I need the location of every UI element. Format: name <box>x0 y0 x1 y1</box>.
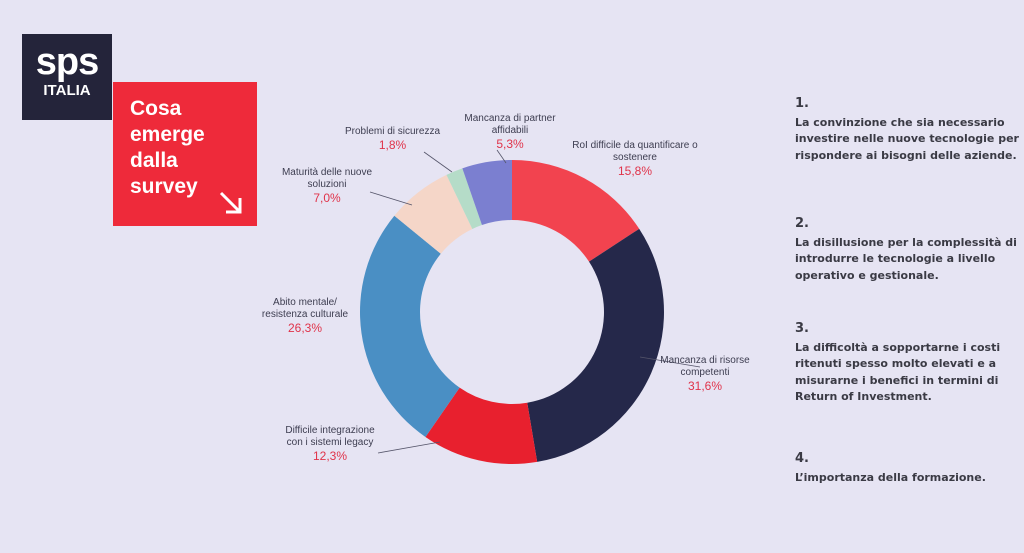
title-box: Cosa emerge dalla survey <box>113 82 257 226</box>
label-text: Problemi di sicurezza <box>344 126 441 137</box>
leader-line <box>423 151 453 173</box>
donut-slice <box>446 168 482 229</box>
donut-slice <box>394 174 473 254</box>
label-text: Abito mentale/ resistenza culturale <box>261 297 349 320</box>
label-roi: RoI difficile da quantificare o sostener… <box>570 140 700 179</box>
label-value: 31,6% <box>687 379 723 393</box>
finding-number: 2. <box>795 216 809 231</box>
label-text: RoI difficile da quantificare o sostener… <box>572 140 698 163</box>
label-value: 26,3% <box>287 321 323 335</box>
donut-slice <box>360 215 460 437</box>
finding-text: L’importanza della formazione. <box>795 470 986 484</box>
label-risorse: Mancanza di risorse competenti 31,6% <box>650 355 760 394</box>
label-text: Mancanza di partner affidabili <box>464 113 556 136</box>
donut-slice <box>527 228 665 462</box>
finding-number: 1. <box>795 96 809 111</box>
logo-brand: sps <box>35 41 99 83</box>
leader-line <box>377 441 441 454</box>
finding-3: 3. La difficoltà a sopportarne i costi ri… <box>795 321 1024 406</box>
label-value: 15,8% <box>617 164 653 178</box>
label-abito: Abito mentale/ resistenza culturale 26,3% <box>250 297 360 336</box>
sps-italia-logo: sps ITALIA <box>22 34 112 120</box>
label-text: Mancanza di risorse competenti <box>660 355 750 378</box>
leader-line <box>496 149 507 164</box>
leader-line <box>369 191 413 206</box>
label-sicurezza: Problemi di sicurezza 1,8% <box>335 126 450 153</box>
label-text: Difficile integrazione con i sistemi leg… <box>285 425 375 448</box>
finding-4: 4. L’importanza della formazione. <box>795 451 986 486</box>
slide-title: Cosa emerge dalla survey <box>130 96 205 200</box>
finding-number: 3. <box>795 321 809 336</box>
finding-1: 1. La convinzione che sia necessario inve… <box>795 96 1024 164</box>
finding-2: 2. La disillusione per la complessità di … <box>795 216 1024 284</box>
arrow-down-right-icon <box>219 191 242 214</box>
label-text: Maturità delle nuove soluzioni <box>281 167 373 190</box>
label-maturita: Maturità delle nuove soluzioni 7,0% <box>272 167 382 206</box>
finding-number: 4. <box>795 451 809 466</box>
finding-text: La difficoltà a sopportarne i costi rite… <box>795 340 1001 404</box>
title-line: survey <box>130 175 198 198</box>
donut-slice <box>512 160 640 262</box>
label-partner: Mancanza di partner affidabili 5,3% <box>455 113 565 152</box>
logo-sub: ITALIA <box>43 82 91 99</box>
label-value: 5,3% <box>496 137 524 151</box>
label-value: 7,0% <box>313 191 341 205</box>
finding-text: La disillusione per la complessità di in… <box>795 235 1017 282</box>
title-line: dalla <box>130 149 178 172</box>
title-line: Cosa <box>130 97 182 120</box>
finding-text: La convinzione che sia necessario invest… <box>795 115 1019 162</box>
donut-slice <box>425 387 538 464</box>
donut-slice <box>462 160 512 226</box>
label-value: 12,3% <box>312 449 348 463</box>
leader-line <box>639 356 701 368</box>
label-legacy: Difficile integrazione con i sistemi leg… <box>280 425 380 464</box>
title-line: emerge <box>130 123 205 146</box>
label-value: 1,8% <box>378 138 407 152</box>
